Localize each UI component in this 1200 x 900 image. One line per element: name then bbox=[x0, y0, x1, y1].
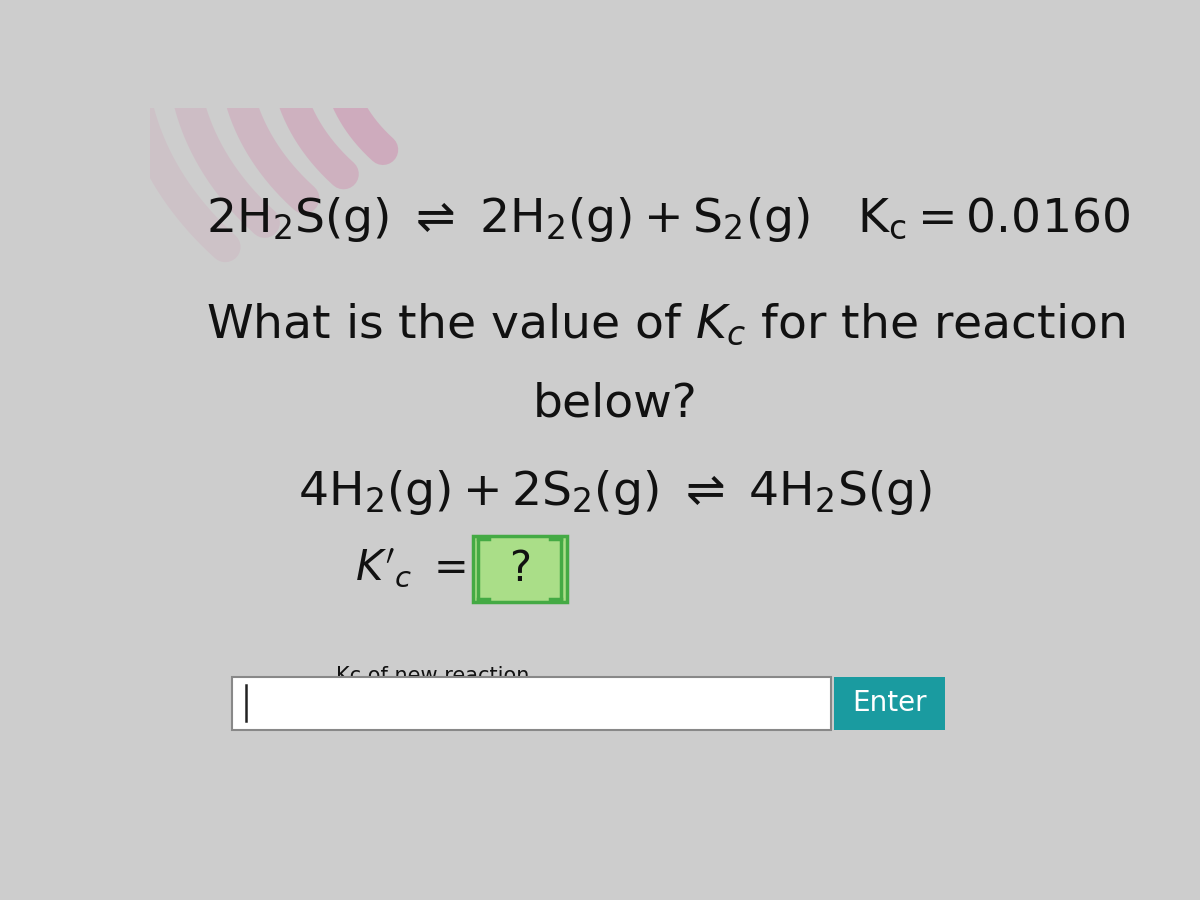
Text: below?: below? bbox=[533, 382, 697, 427]
Text: What is the value of $K_c$ for the reaction: What is the value of $K_c$ for the react… bbox=[206, 302, 1124, 347]
Text: $\mathregular{2H_2S(g)}$ $\rightleftharpoons$ $\mathregular{2H_2(g) + S_2(g)}$  : $\mathregular{2H_2S(g)}$ $\rightleftharp… bbox=[206, 194, 1130, 244]
Text: Kc of new reaction: Kc of new reaction bbox=[336, 666, 529, 686]
Text: ?: ? bbox=[509, 548, 530, 590]
FancyBboxPatch shape bbox=[473, 536, 566, 602]
FancyBboxPatch shape bbox=[232, 677, 830, 730]
Text: Enter: Enter bbox=[852, 689, 928, 717]
Text: $K'_c\ =$: $K'_c\ =$ bbox=[355, 547, 467, 590]
FancyBboxPatch shape bbox=[834, 677, 946, 730]
Text: $\mathregular{4H_2(g) + 2S_2(g)}$ $\rightleftharpoons$ $\mathregular{4H_2S(g)}$: $\mathregular{4H_2(g) + 2S_2(g)}$ $\righ… bbox=[298, 468, 932, 518]
